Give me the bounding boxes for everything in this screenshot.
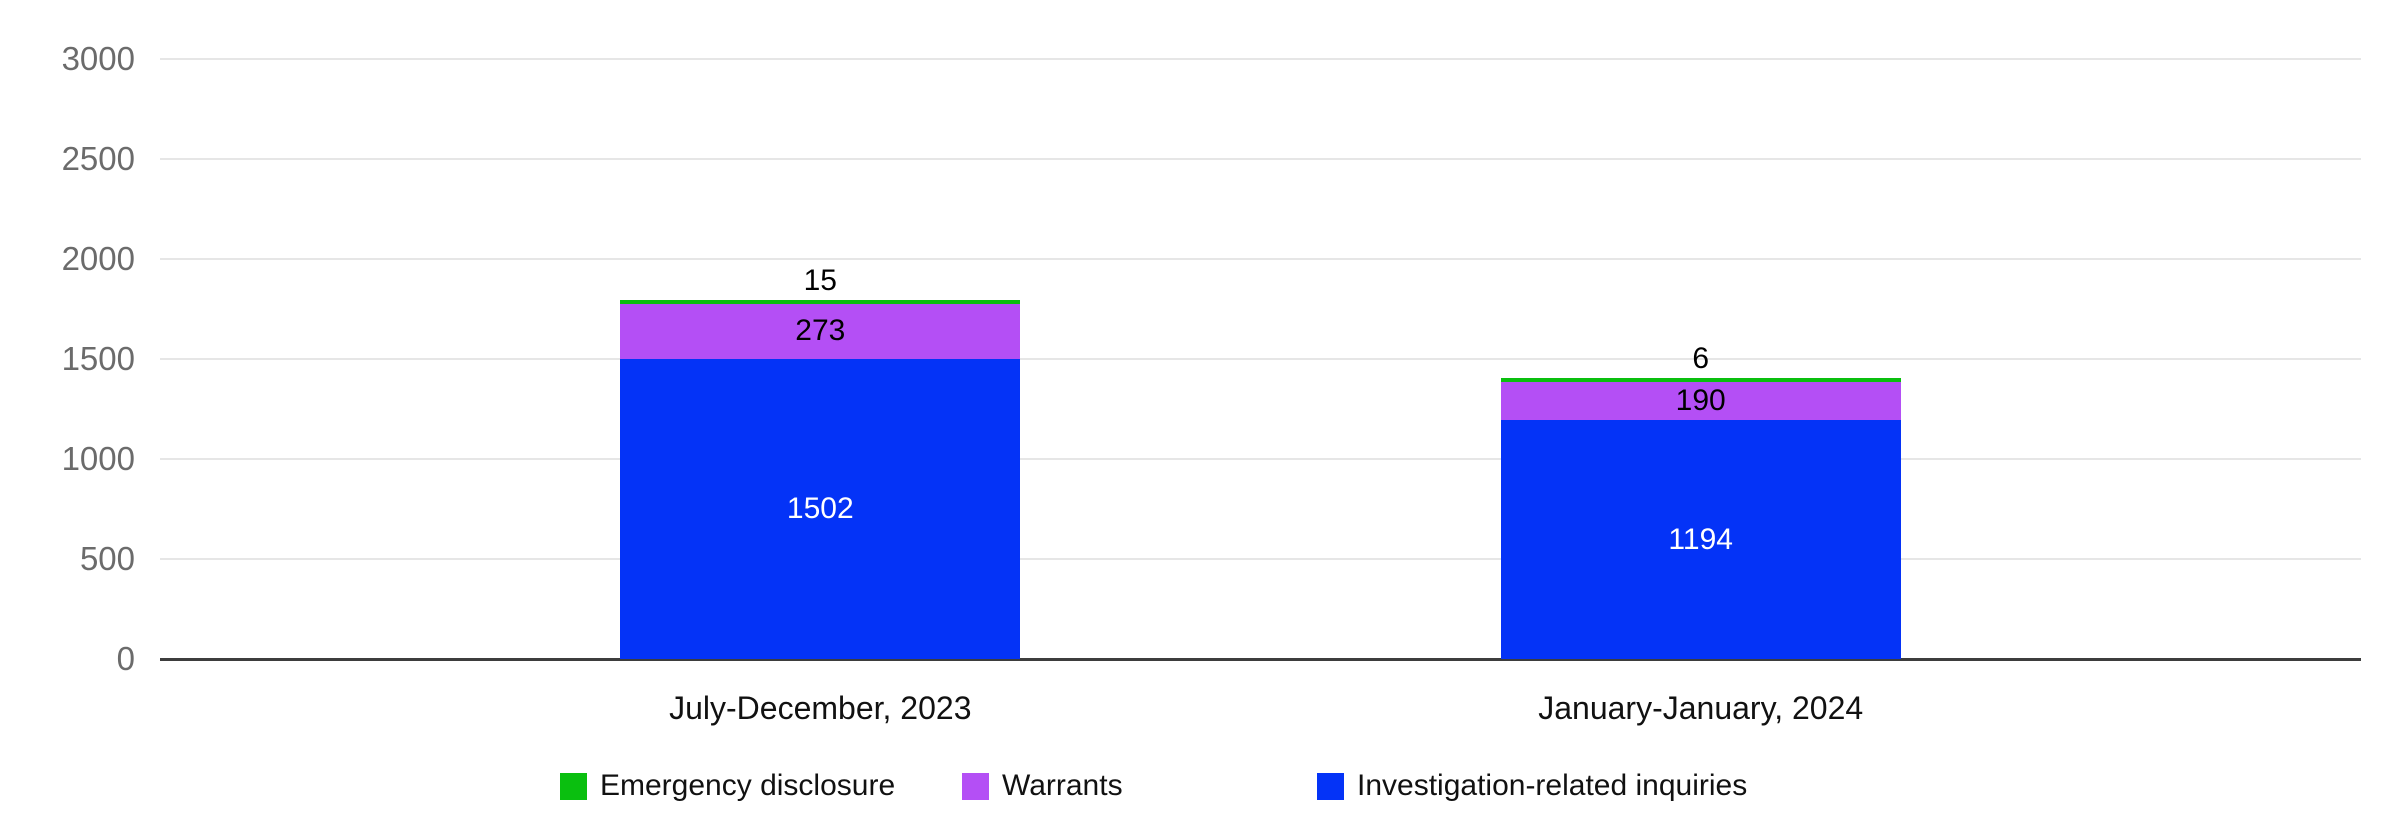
gridline-3000: [160, 58, 2361, 60]
value-label-investigation-related-inquiries-cat1: 1194: [1668, 522, 1733, 556]
legend-swatch-icon: [560, 772, 587, 800]
bar-segment-warrants-cat0: [620, 304, 1021, 359]
legend-label: Emergency disclosure: [600, 769, 896, 802]
value-label-warrants-cat0: 273: [795, 314, 846, 348]
bar-segment-investigation-related-inquiries-cat0: [620, 358, 1021, 659]
value-label-investigation-related-inquiries-cat0: 1502: [786, 491, 854, 525]
x-category-label-0: July-December, 2023: [669, 690, 972, 726]
gridline-500: [160, 558, 2361, 560]
bar-segment-emergency-disclosure-cat1: [1500, 378, 1901, 383]
y-tick-label-0: 0: [116, 640, 135, 677]
y-tick-label-2000: 2000: [61, 240, 135, 277]
y-tick-label-1500: 1500: [61, 340, 135, 377]
gridline-1500: [160, 358, 2361, 360]
bar-segment-emergency-disclosure-cat0: [620, 300, 1021, 304]
legend-label: Investigation-related inquiries: [1357, 769, 1748, 802]
x-axis-baseline: [160, 657, 2361, 661]
y-tick-label-500: 500: [79, 540, 135, 577]
gridline-1000: [160, 458, 2361, 460]
legend-swatch-icon: [962, 772, 989, 800]
gridline-2500: [160, 158, 2361, 160]
y-tick-label-3000: 3000: [61, 40, 135, 77]
legend-item-warrants: Warrants: [962, 770, 1123, 802]
value-label-emergency-disclosure-cat1: 6: [1692, 342, 1710, 376]
x-category-label-1: January-January, 2024: [1538, 690, 1864, 726]
y-tick-label-1000: 1000: [61, 440, 135, 477]
value-label-warrants-cat1: 190: [1675, 384, 1726, 418]
y-tick-label-2500: 2500: [61, 140, 135, 177]
bar-segment-investigation-related-inquiries-cat1: [1500, 420, 1901, 659]
legend-label: Warrants: [1002, 769, 1123, 802]
legend-swatch-icon: [1317, 772, 1344, 800]
gridline-2000: [160, 258, 2361, 260]
value-label-emergency-disclosure-cat0: 15: [803, 264, 837, 297]
legend-item-emergency-disclosure: Emergency disclosure: [560, 770, 895, 802]
legend-item-investigation-related-inquiries: Investigation-related inquiries: [1317, 770, 1747, 802]
bar-segment-warrants-cat1: [1500, 382, 1901, 421]
